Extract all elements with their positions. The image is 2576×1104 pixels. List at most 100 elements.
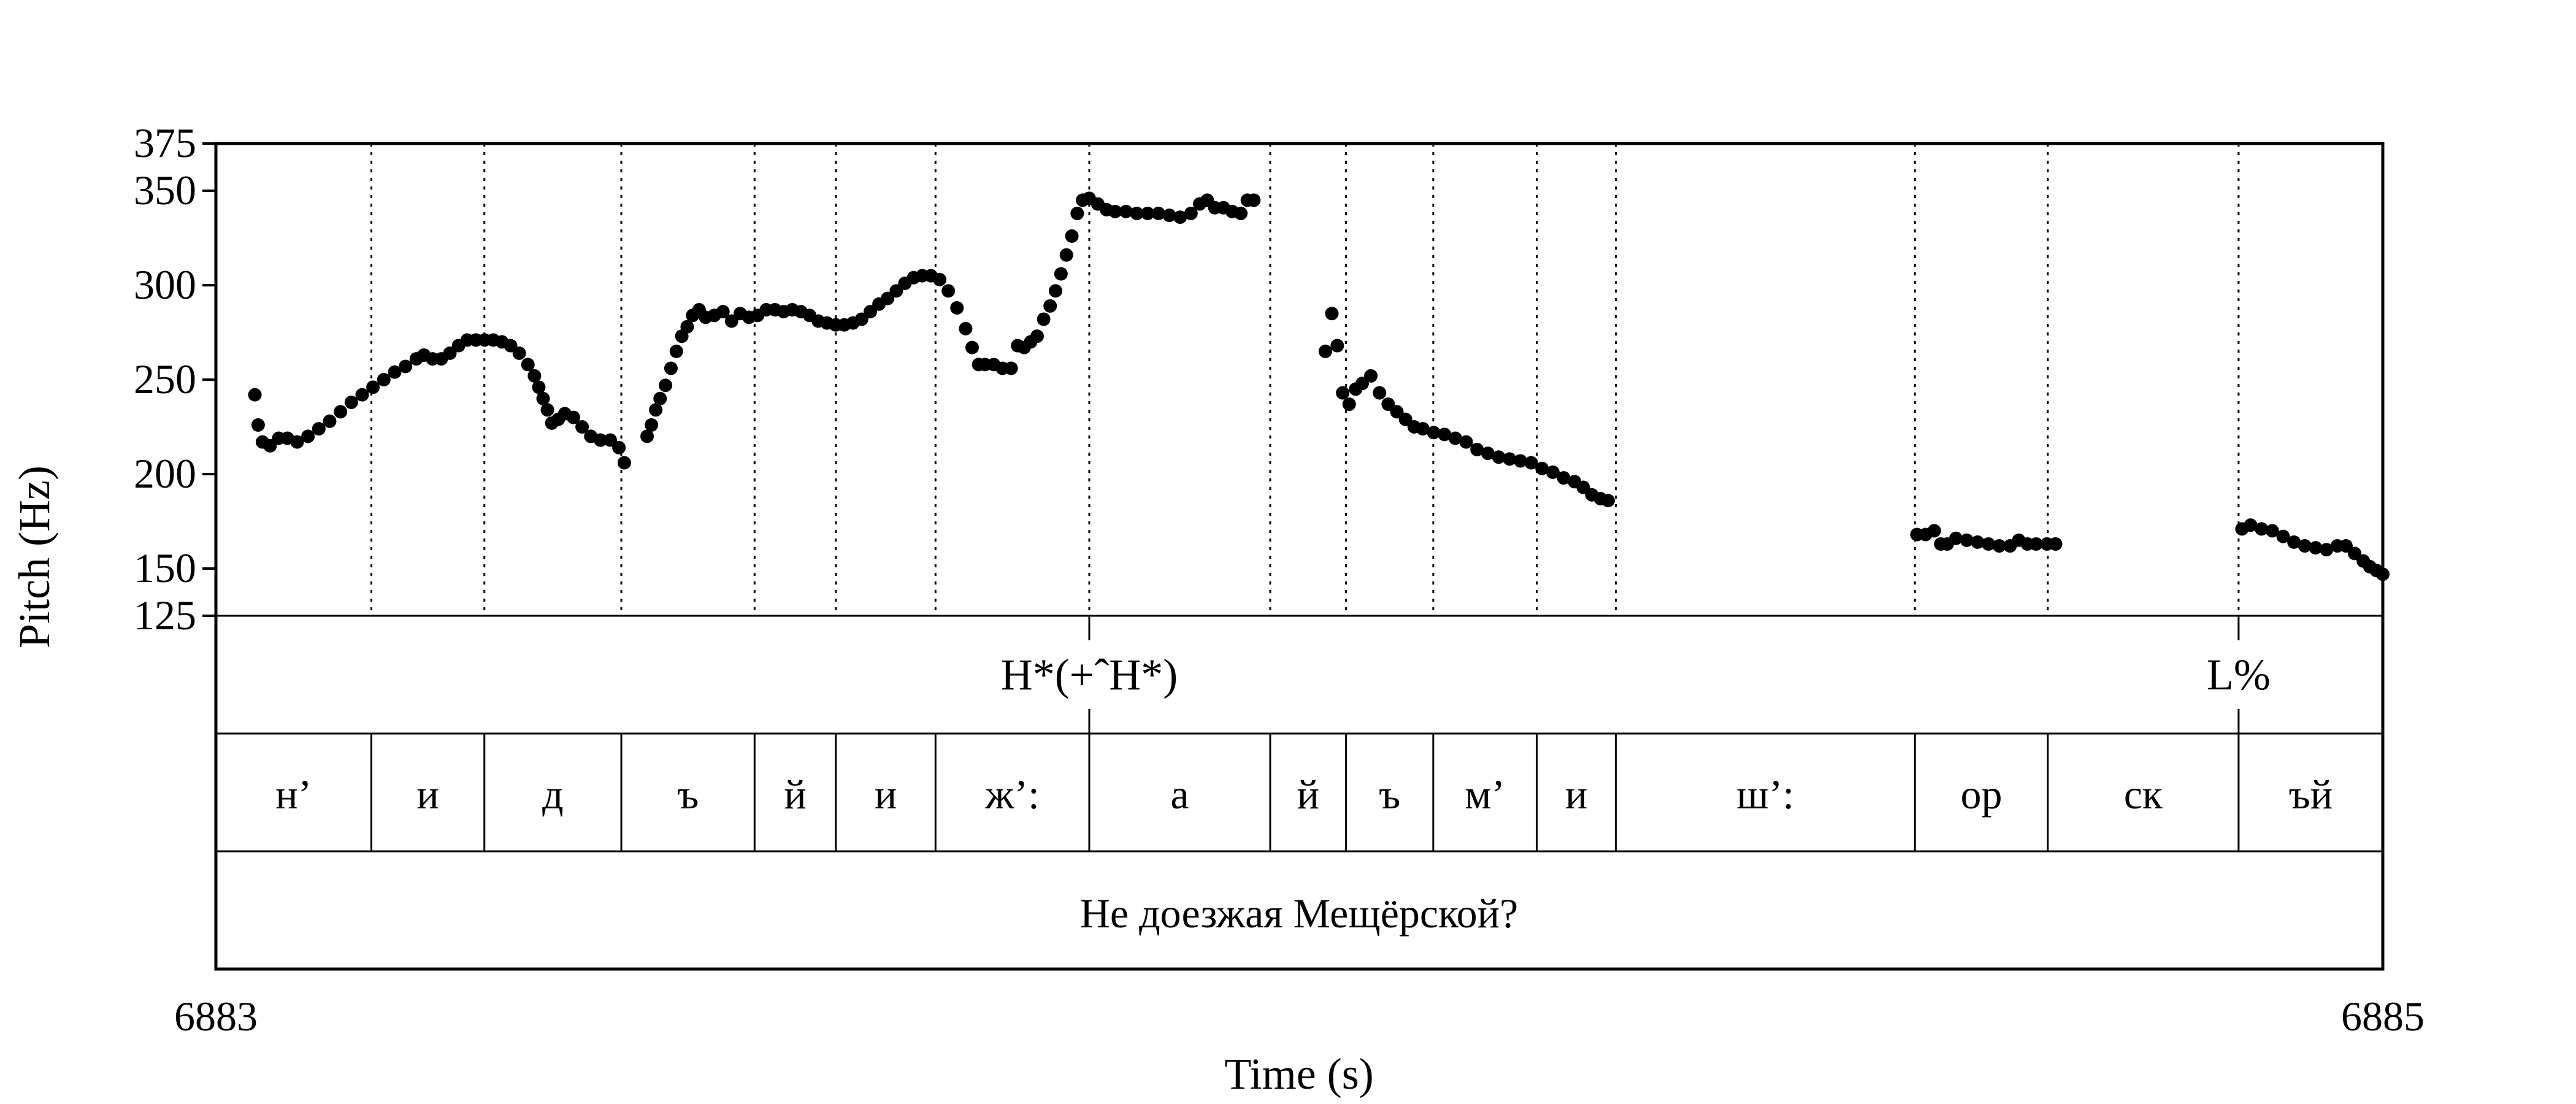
pitch-point — [594, 433, 608, 447]
pitch-point — [1373, 386, 1387, 400]
pitch-point — [1492, 450, 1506, 464]
segment-label: м’ — [1465, 771, 1505, 818]
pitch-point — [251, 418, 265, 432]
pitch-point — [664, 361, 678, 375]
x-tick-start: 6883 — [174, 993, 258, 1040]
pitch-point — [512, 346, 526, 360]
y-axis-label: Pitch (Hz) — [10, 466, 59, 648]
y-tick-label: 150 — [134, 545, 196, 591]
pitch-point — [604, 433, 618, 447]
segment-label: ъ — [677, 771, 699, 818]
pitch-point — [950, 301, 964, 315]
pitch-point — [1992, 539, 2006, 553]
pitch-point — [2255, 522, 2269, 536]
pitch-point — [1557, 471, 1571, 485]
pitch-point — [521, 358, 535, 372]
pitch-point — [566, 410, 580, 424]
y-tick-label: 375 — [134, 120, 196, 166]
pitch-point — [532, 380, 546, 394]
pitch-point — [1503, 452, 1517, 466]
pitch-point — [1576, 480, 1590, 494]
pitch-point — [1184, 206, 1198, 220]
pitch-point — [1070, 206, 1084, 220]
pitch-point — [334, 405, 348, 419]
pitch-point — [659, 378, 673, 393]
pitch-point — [1049, 284, 1063, 298]
tone-label: H*(+ˆH*) — [1001, 650, 1178, 699]
tone-label: L% — [2207, 650, 2271, 699]
pitch-point — [1971, 535, 1985, 549]
pitch-point — [881, 291, 895, 305]
y-tick-label: 300 — [134, 261, 196, 308]
pitch-point — [2049, 537, 2063, 551]
tier-lines — [216, 615, 2383, 853]
pitch-point — [1470, 442, 1484, 456]
pitch-point — [965, 340, 979, 355]
pitch-point — [1535, 461, 1549, 475]
pitch-point — [1043, 299, 1057, 313]
y-tick-label: 350 — [134, 167, 196, 213]
pitch-point — [575, 420, 589, 434]
pitch-point — [1318, 344, 1332, 358]
x-axis-label: Time (s) — [1224, 1049, 1373, 1098]
boundary-lines — [370, 144, 2240, 851]
pitch-point — [653, 391, 667, 405]
pitch-point — [1981, 537, 1995, 551]
pitch-point — [1546, 465, 1560, 479]
pitch-point — [1054, 267, 1068, 281]
pitch-point — [933, 272, 947, 286]
segment-label: ж’: — [984, 771, 1040, 818]
segment-label: а — [1170, 771, 1189, 818]
pitch-point — [1059, 248, 1073, 262]
pitch-point — [536, 391, 550, 405]
pitch-point — [504, 339, 518, 353]
pitch-point — [1448, 431, 1462, 445]
pitch-point — [2339, 539, 2353, 553]
segment-label: ор — [1961, 771, 2003, 818]
pitch-point — [1336, 386, 1350, 400]
pitch-point — [248, 388, 262, 402]
pitch-point — [1381, 397, 1395, 412]
segment-label: й — [784, 771, 806, 818]
pitch-point — [649, 403, 663, 417]
pitch-point — [617, 456, 631, 470]
segment-label: ск — [2124, 771, 2163, 818]
x-tick-end: 6885 — [2341, 993, 2425, 1040]
pitch-point — [323, 414, 337, 428]
segment-label: и — [416, 771, 439, 818]
pitch-point — [1927, 524, 1941, 538]
pitch-point — [1427, 426, 1441, 440]
pitch-point — [2320, 543, 2334, 557]
pitch-point — [2029, 537, 2043, 551]
pitch-point — [1416, 422, 1430, 436]
pitch-point — [1524, 456, 1538, 470]
pitch-point — [1342, 397, 1356, 412]
segment-tier: н’ и д ъ й и ж’: а й ъ м’ и ш’: ор ск ъй — [275, 771, 2333, 818]
pitch-point — [640, 429, 654, 443]
pitch-point — [388, 365, 402, 379]
segment-label: и — [1565, 771, 1587, 818]
pitch-point — [1601, 494, 1615, 508]
pitch-points — [248, 191, 2390, 581]
pitch-point — [366, 380, 380, 394]
pitch-point — [290, 435, 304, 449]
sentence-label: Не доезжая Мещёрской? — [1080, 890, 1518, 937]
pitch-point — [1162, 209, 1176, 223]
segment-label: д — [542, 771, 564, 818]
segment-label: й — [1297, 771, 1319, 818]
pitch-point — [1065, 229, 1079, 243]
pitch-point — [2276, 529, 2290, 543]
pitch-point — [1459, 435, 1473, 449]
pitch-point — [1234, 206, 1248, 220]
pitch-point — [889, 284, 903, 298]
pitch-point — [443, 346, 457, 360]
pitch-point — [1030, 329, 1045, 343]
segment-label: ъ — [1379, 771, 1400, 818]
pitch-point — [2244, 518, 2258, 532]
pitch-point — [716, 305, 730, 319]
pitch-point — [1004, 361, 1018, 375]
pitch-point — [2265, 524, 2279, 538]
y-tick-label: 125 — [134, 592, 196, 638]
